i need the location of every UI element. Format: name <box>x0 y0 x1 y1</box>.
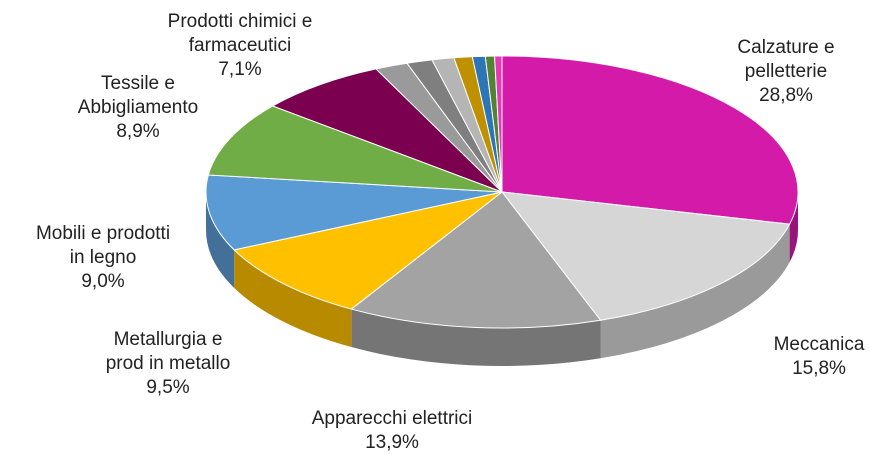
label-calzature: Calzature e pelletterie 28,8% <box>722 36 850 108</box>
pie-top-faces <box>206 56 798 328</box>
label-meccanica: Meccanica 15,8% <box>754 333 870 381</box>
label-apparecchi-elettrici: Apparecchi elettrici 13,9% <box>292 407 492 455</box>
label-mobili: Mobili e prodotti in legno 9,0% <box>14 222 192 294</box>
label-metallurgia: Metallurgia e prod in metallo 9,5% <box>88 328 248 400</box>
label-prodotti-chimici: Prodotti chimici e farmaceutici 7,1% <box>140 10 340 82</box>
label-tessile: Tessile e Abbigliamento 8,9% <box>52 72 224 144</box>
